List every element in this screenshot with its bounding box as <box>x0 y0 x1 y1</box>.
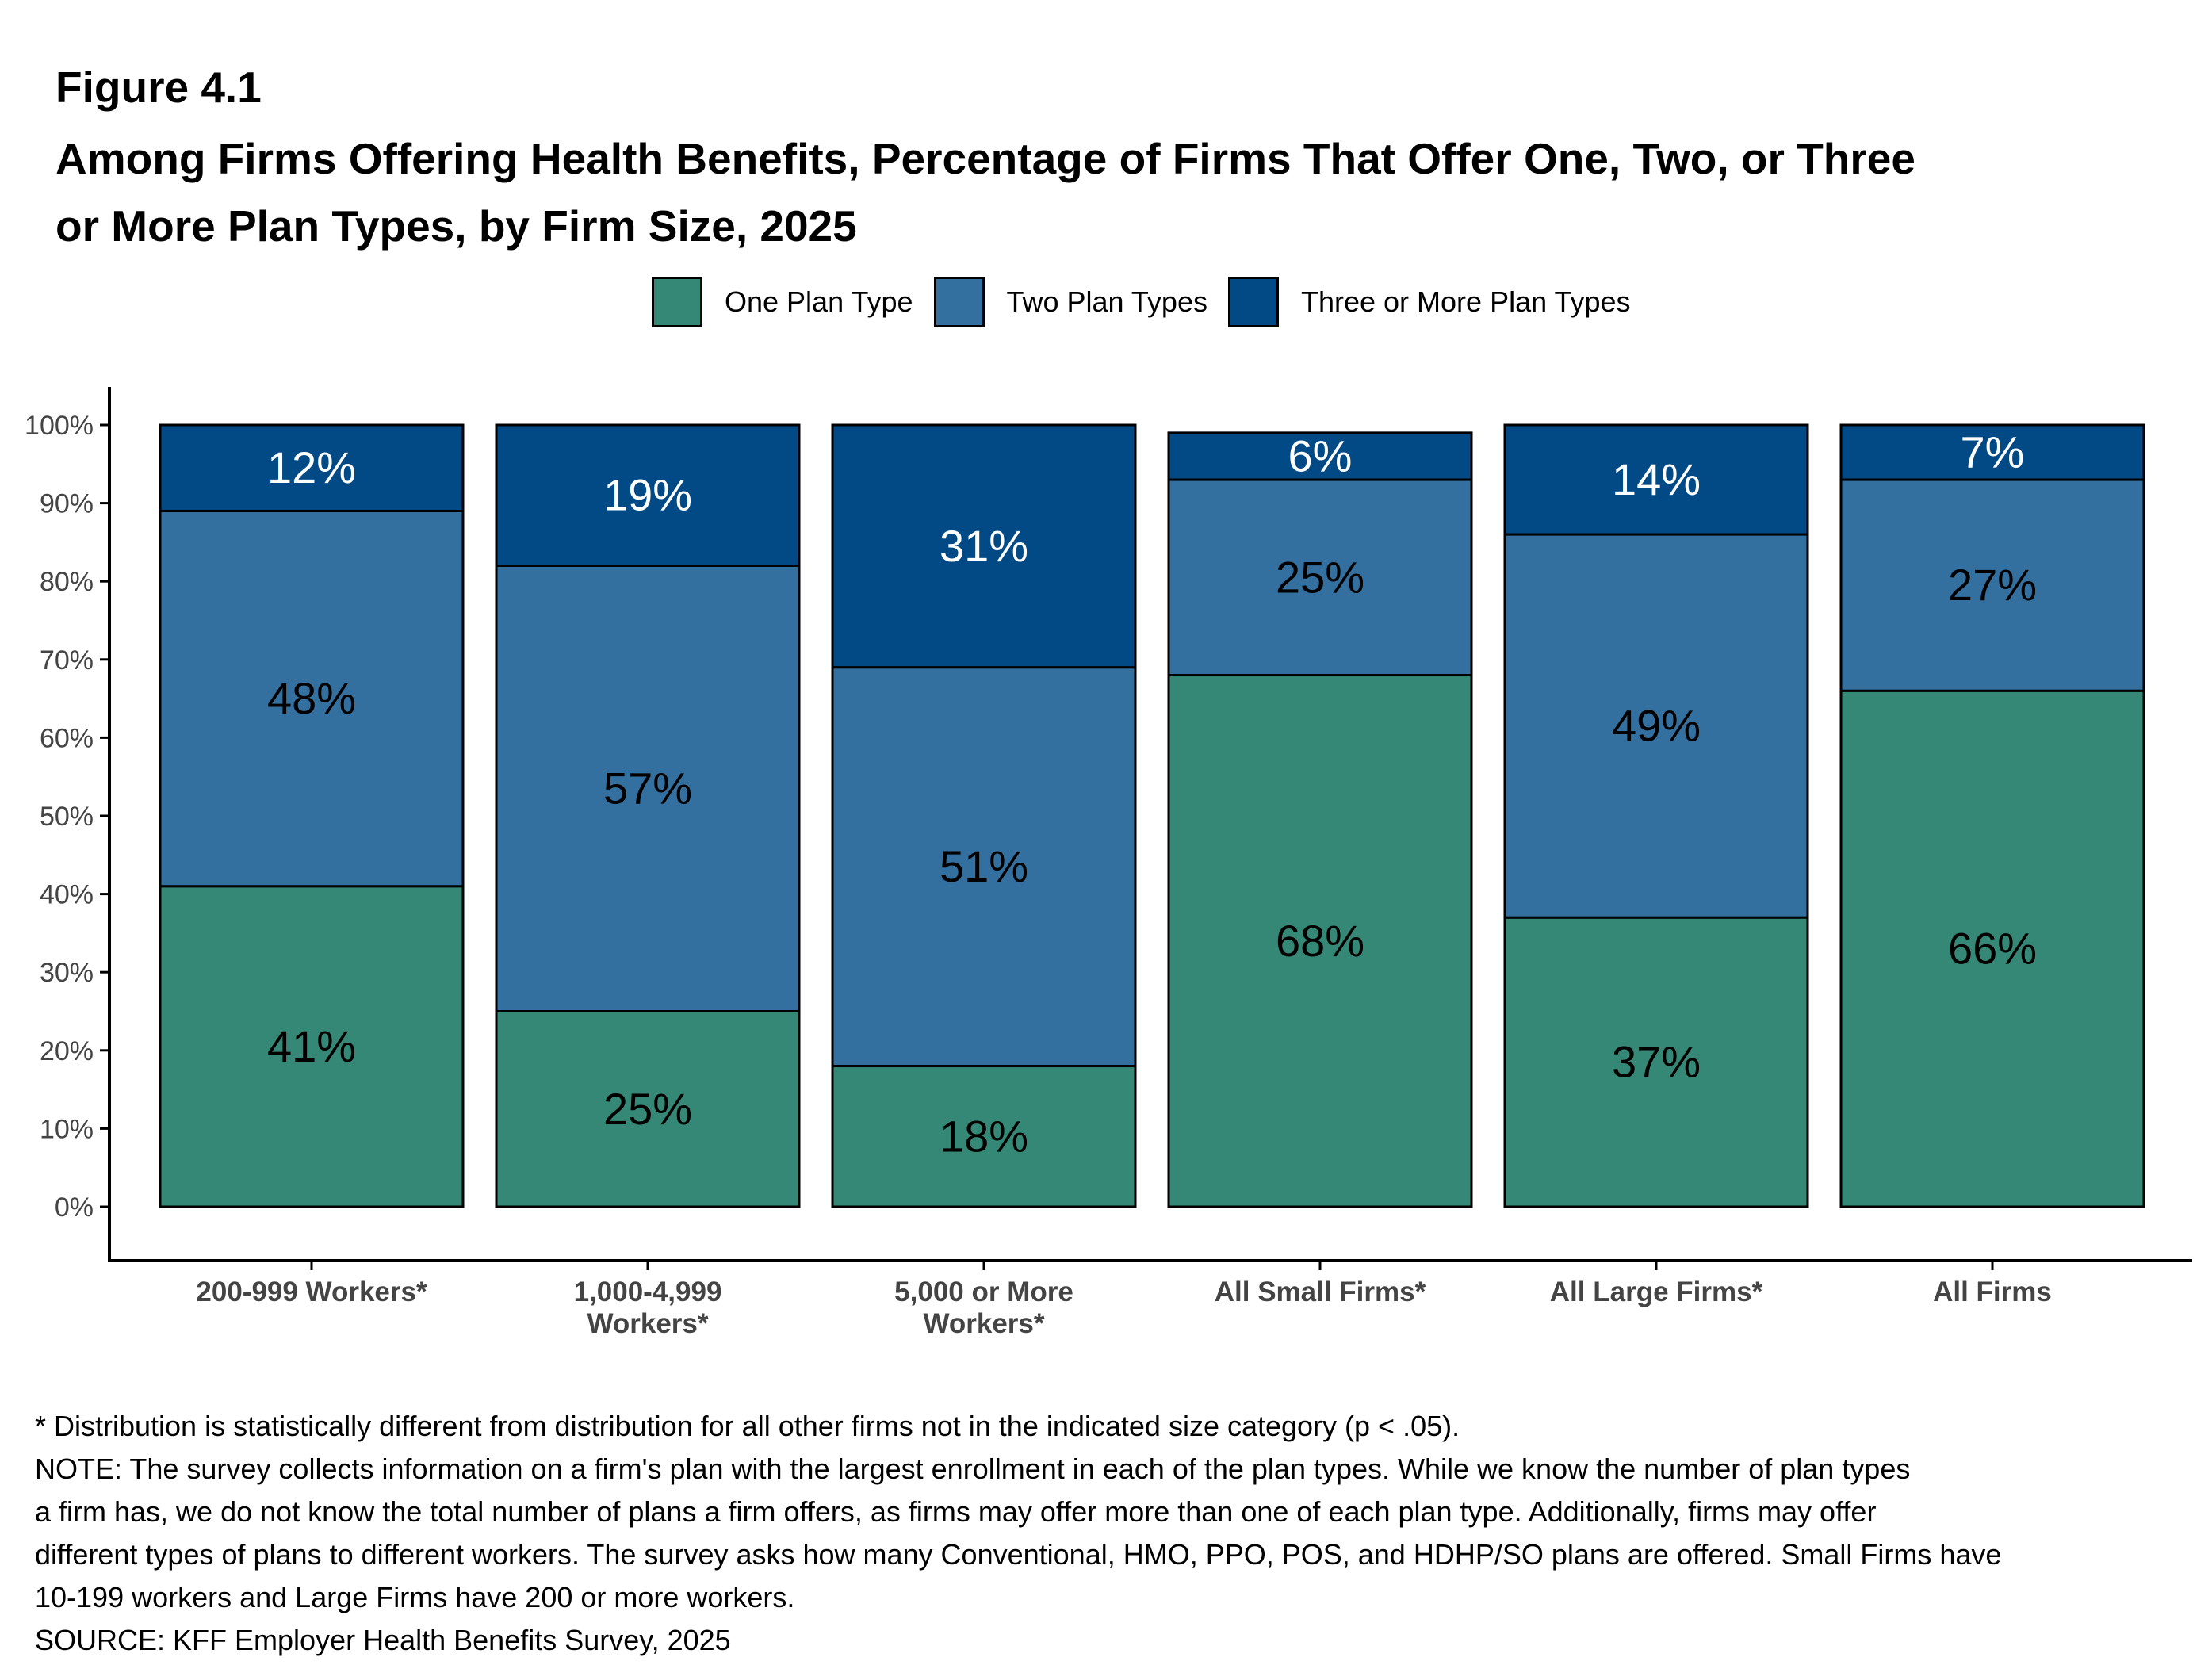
data-label-two-plan-4: 49% <box>1612 701 1701 751</box>
bar-segment-two-plan-3 <box>1167 478 1473 677</box>
bar-segment-one-plan-2 <box>831 1065 1137 1208</box>
stacked-bar-chart: 41% 48% 12% 25% 57% 19% 18% 51% 31% 68% 25% 6% 37% 49… <box>25 387 2192 1339</box>
bar-segment-one-plan-5 <box>1839 689 2145 1208</box>
bar-segment-one-plan-0 <box>159 885 465 1208</box>
data-label-one-plan-1: 25% <box>603 1084 692 1134</box>
data-label-two-plan-2: 51% <box>940 841 1028 891</box>
y-tick-label-10: 10% <box>40 1114 94 1144</box>
data-label-two-plan-3: 25% <box>1276 552 1364 602</box>
bar-segment-two-plan-4 <box>1503 533 1809 919</box>
legend-swatch-three-plan <box>1227 277 1279 327</box>
axes-layer: 0% 10% 20% 30% 40% 50% 60% 70% 80% 90% 100% 200-999… <box>25 387 2192 1339</box>
bar-segment-one-plan-1 <box>495 1010 801 1208</box>
bar-segment-two-plan-0 <box>159 509 465 888</box>
y-tick-label-100: 100% <box>25 411 94 441</box>
data-label-three-plan-3: 6% <box>1288 431 1353 480</box>
legend-swatch-one-plan <box>652 277 702 327</box>
data-label-two-plan-5: 27% <box>1948 560 2037 610</box>
data-label-one-plan-3: 68% <box>1276 916 1364 966</box>
data-label-one-plan-4: 37% <box>1612 1037 1701 1087</box>
legend-item-one-plan: One Plan Type <box>652 277 913 327</box>
y-tick-label-40: 40% <box>40 880 94 910</box>
footnote-note-4: 10-199 workers and Large Firms have 200 … <box>35 1581 795 1613</box>
y-tick-label-50: 50% <box>40 802 94 832</box>
bar-segment-one-plan-3 <box>1167 674 1473 1208</box>
bar-segment-three-plan-5 <box>1839 423 2145 481</box>
y-tick-label-90: 90% <box>40 489 94 519</box>
chart-title: Among Firms Offering Health Benefits, Pe… <box>55 125 2133 260</box>
data-label-three-plan-0: 12% <box>267 442 356 492</box>
data-label-two-plan-1: 57% <box>603 763 692 813</box>
data-label-one-plan-0: 41% <box>267 1021 356 1071</box>
bar-segment-two-plan-5 <box>1839 478 2145 692</box>
legend-item-three-plan: Three or More Plan Types <box>1227 277 1631 327</box>
y-tick-label-70: 70% <box>40 645 94 676</box>
title-line-1: Among Firms Offering Health Benefits, Pe… <box>55 134 1915 183</box>
x-category-label-0: 200-999 Workers* <box>196 1276 427 1307</box>
footnote-source: SOURCE: KFF Employer Health Benefits Sur… <box>35 1624 731 1656</box>
y-tick-label-60: 60% <box>40 723 94 753</box>
bar-segment-one-plan-4 <box>1503 916 1809 1208</box>
data-label-three-plan-5: 7% <box>1961 427 2025 477</box>
footnote-note-1: NOTE: The survey collects information on… <box>35 1453 1911 1485</box>
y-tick-label-30: 30% <box>40 958 94 988</box>
footnote-significance: * Distribution is statistically differen… <box>35 1410 1460 1442</box>
bar-segment-three-plan-1 <box>495 423 801 567</box>
bar-segment-two-plan-2 <box>831 666 1137 1068</box>
footnote-note-3: different types of plans to different wo… <box>35 1538 2002 1571</box>
bar-segment-three-plan-0 <box>159 423 465 512</box>
x-category-label-4: All Large Firms* <box>1550 1276 1763 1307</box>
data-label-three-plan-4: 14% <box>1612 454 1701 504</box>
bar-segment-two-plan-1 <box>495 564 801 1012</box>
x-category-label-5: All Firms <box>1933 1276 2052 1307</box>
y-tick-label-80: 80% <box>40 567 94 597</box>
footnotes: * Distribution is statistically differen… <box>35 1405 2176 1662</box>
legend-item-two-plan: Two Plan Types <box>933 277 1207 327</box>
x-category-label-3: All Small Firms* <box>1215 1276 1426 1307</box>
data-label-two-plan-0: 48% <box>267 673 356 723</box>
legend-swatch-two-plan <box>933 277 985 327</box>
x-category-label-1: 1,000-4,999 Workers* <box>574 1276 722 1339</box>
footnote-note-2: a firm has, we do not know the total num… <box>35 1495 1877 1528</box>
legend-label-two-plan: Two Plan Types <box>1006 285 1207 318</box>
figure-label: Figure 4.1 <box>55 63 262 112</box>
y-tick-label-0: 0% <box>55 1192 94 1223</box>
data-label-three-plan-2: 31% <box>940 521 1028 571</box>
x-category-label-2: 5,000 or More Workers* <box>894 1276 1073 1339</box>
data-label-one-plan-5: 66% <box>1948 924 2037 974</box>
legend-label-one-plan: One Plan Type <box>725 285 913 318</box>
bar-segment-three-plan-2 <box>831 423 1137 669</box>
bar-segment-three-plan-4 <box>1503 423 1809 536</box>
data-label-one-plan-2: 18% <box>940 1111 1028 1161</box>
y-tick-label-20: 20% <box>40 1036 94 1066</box>
title-line-2: or More Plan Types, by Firm Size, 2025 <box>55 201 857 251</box>
legend-label-three-plan: Three or More Plan Types <box>1300 285 1631 318</box>
bar-segment-three-plan-3 <box>1167 431 1473 481</box>
legend: One Plan Type Two Plan Types Three or Mo… <box>652 277 1651 327</box>
bars-layer: 41% 48% 12% 25% 57% 19% 18% 51% 31% 68% 25% 6% 37% 49… <box>159 423 2145 1208</box>
data-label-three-plan-1: 19% <box>603 470 692 520</box>
